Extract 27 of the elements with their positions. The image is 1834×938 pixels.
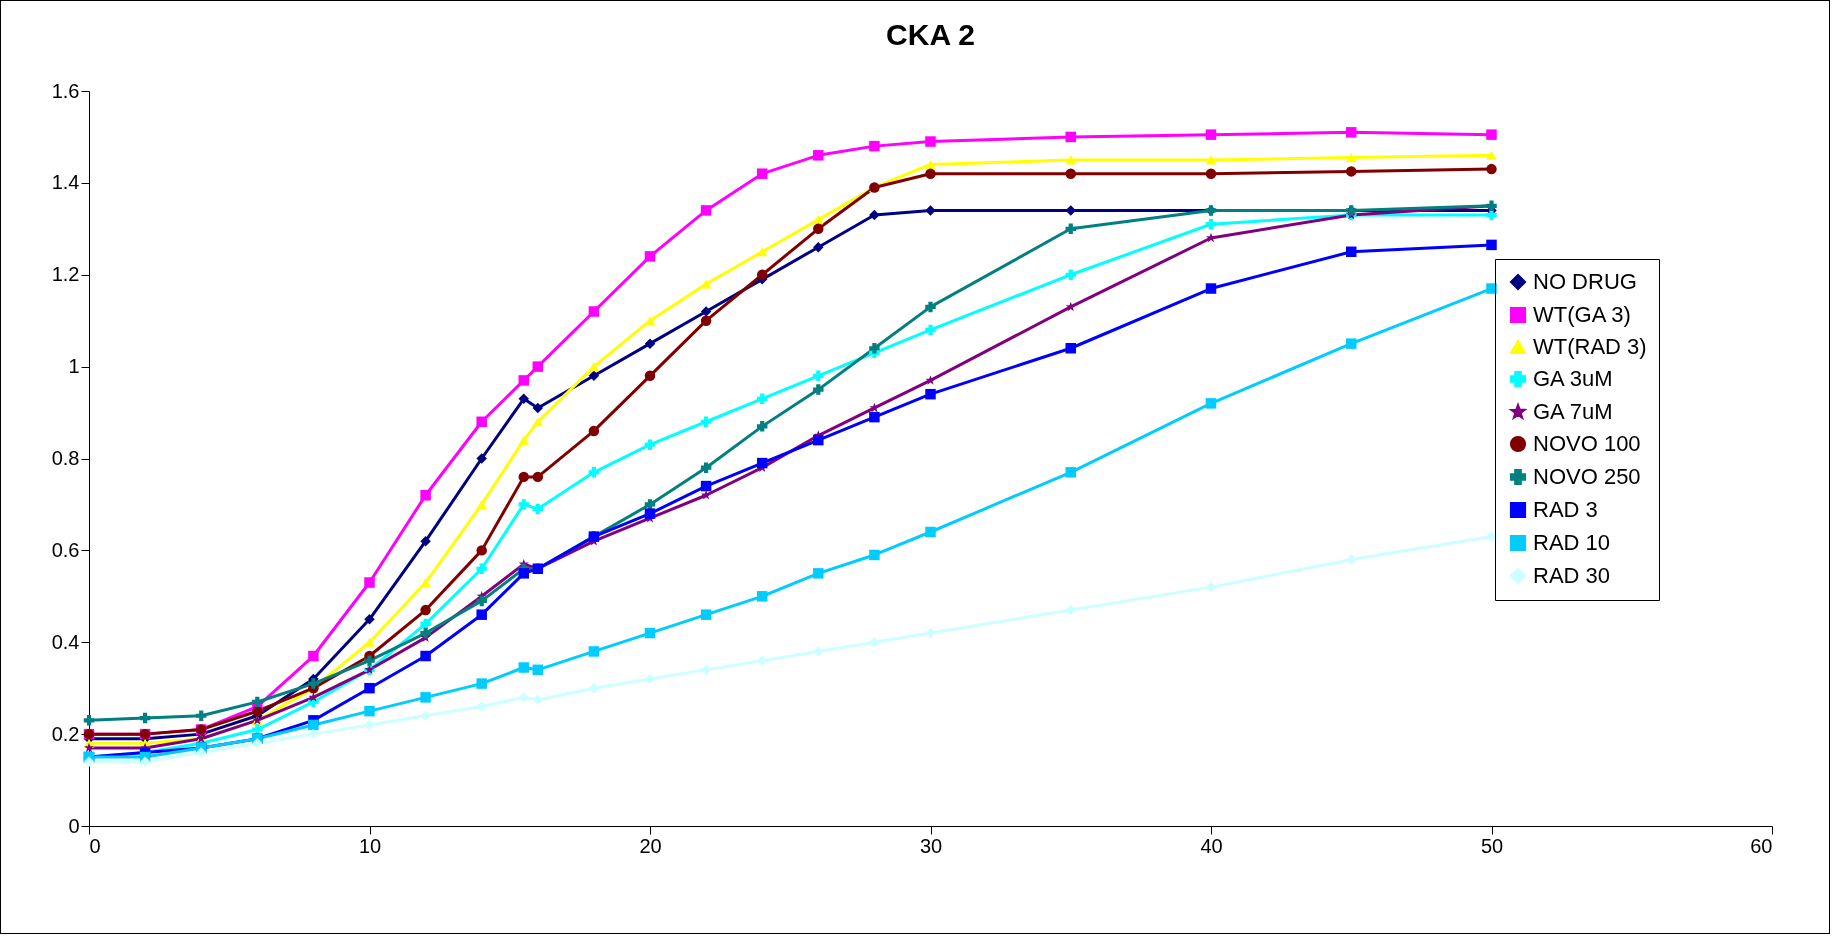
x-tick-label: 60 [1750,834,1773,857]
x-tick-label: 0 [89,834,101,857]
chart-title: CKA 2 [886,18,975,51]
x-tick-label: 30 [919,834,943,857]
y-tick-label: 0.4 [51,630,80,653]
y-tick-label: 1.6 [51,79,80,102]
legend-label: WT(RAD 3) [1533,334,1647,359]
x-tick-label: 40 [1200,834,1223,857]
x-tick-label: 50 [1480,834,1504,857]
x-tick-label: 20 [639,834,662,857]
y-tick-label: 0 [68,814,80,837]
legend-label: GA 7uM [1533,399,1613,424]
legend-label: GA 3uM [1533,366,1613,391]
y-tick-label: 1.2 [51,263,80,286]
legend-label: NOVO 250 [1533,464,1641,489]
legend-label: RAD 3 [1533,497,1598,522]
y-tick-label: 1.4 [51,171,80,194]
y-tick-label: 0.6 [51,538,80,561]
x-tick-label: 10 [358,834,382,857]
y-tick-label: 1 [68,355,80,378]
legend-label: RAD 30 [1533,563,1611,588]
legend-label: NO DRUG [1533,269,1637,294]
legend-label: NOVO 100 [1533,431,1641,456]
legend-label: RAD 10 [1533,530,1611,555]
legend-label: WT(GA 3) [1533,302,1631,327]
y-tick-label: 0.8 [51,447,80,469]
y-tick-label: 0.2 [51,722,80,745]
